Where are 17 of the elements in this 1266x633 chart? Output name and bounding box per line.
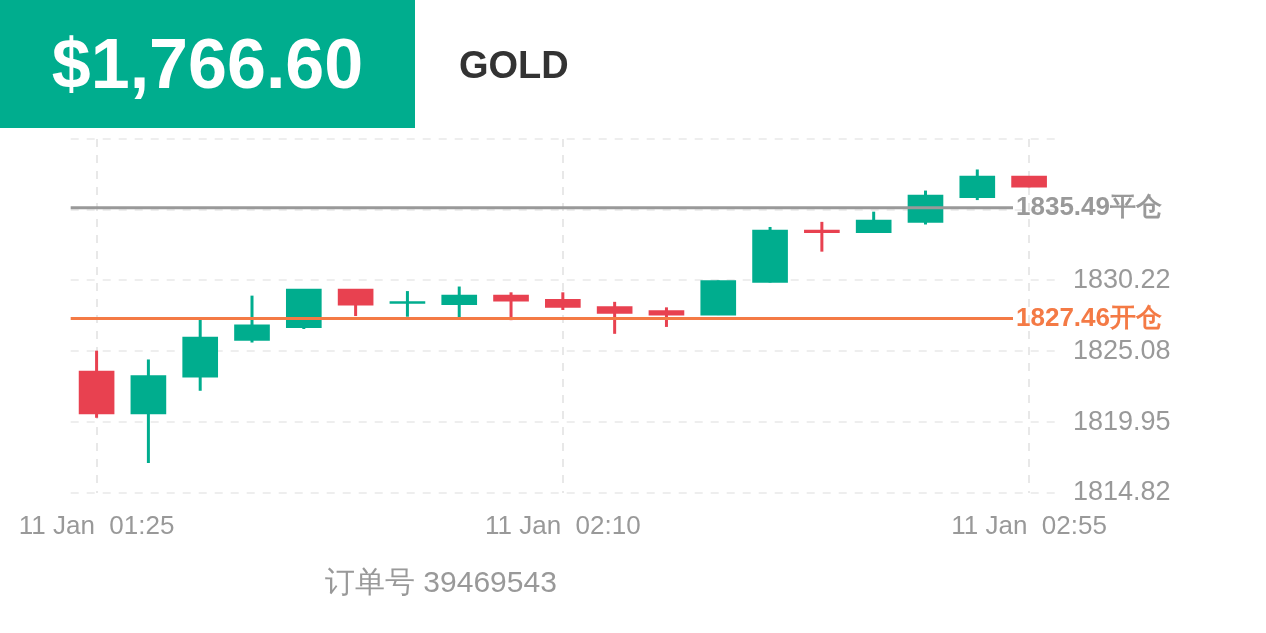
x-tick-label: 11 Jan 02:10 [485,509,641,540]
x-tick-label: 11 Jan 02:55 [951,509,1107,540]
y-tick-label: 1825.08 [1073,334,1171,365]
text: 订单号 39469543 [325,564,557,600]
candlestick [441,286,478,318]
candlestick [804,220,840,252]
y-tick-label: 1830.22 [1073,263,1171,294]
x-tick-label: 11 Jan 01:25 [18,509,175,540]
ref-line-label: 1827.46开仓 [1016,301,1162,332]
y-tick-label: 1814.82 [1073,476,1171,507]
y-tick-label: 1819.95 [1073,405,1171,436]
candlestick [648,307,685,327]
candlestick [596,300,633,334]
candlestick [389,291,426,317]
ref-line-label: 1835.49平仓 [1016,190,1162,221]
chart-subtitle: $1,766.60 [0,0,415,128]
chart-title: GOLD [459,44,569,87]
